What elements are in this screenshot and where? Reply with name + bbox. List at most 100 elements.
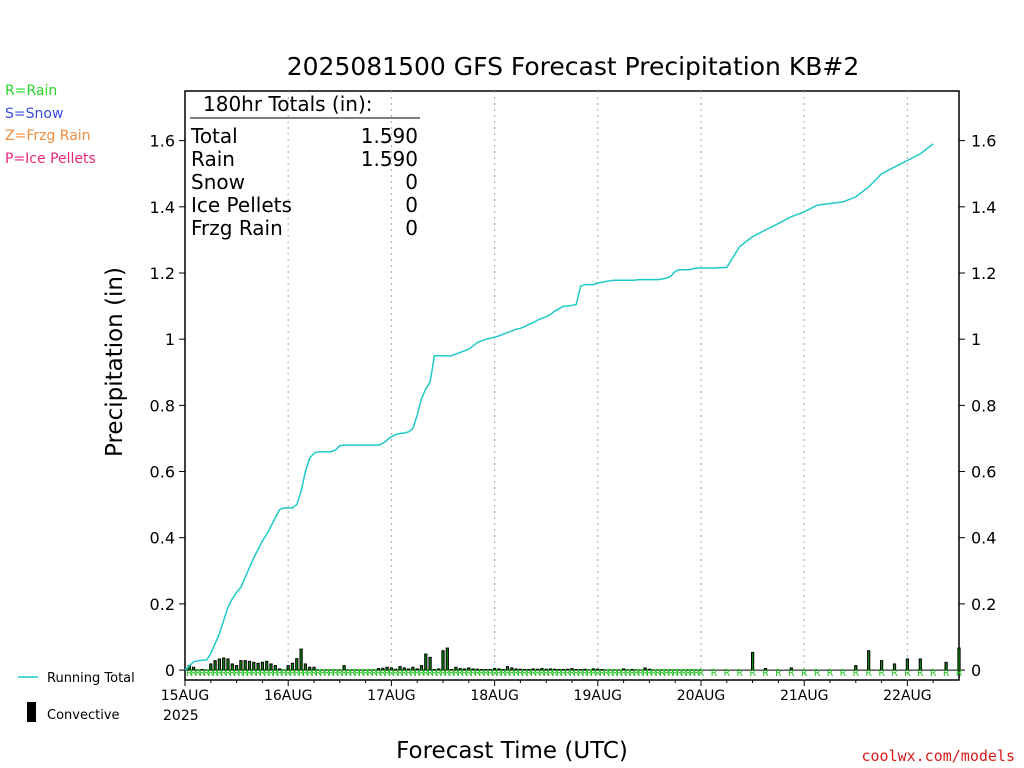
y-tick-label-left: 1.2 — [150, 264, 175, 283]
ptype-marker: R — [255, 668, 262, 679]
ptype-marker: R — [879, 668, 886, 679]
convective-bar — [544, 668, 548, 671]
x-tick-label: 21AUG — [780, 688, 829, 704]
ptype-marker: R — [492, 668, 499, 679]
ptype-marker: R — [328, 668, 335, 679]
watermark: coolwx.com/models — [861, 747, 1015, 765]
convective-bar-fill — [764, 669, 767, 671]
convective-bar-fill — [261, 662, 264, 671]
convective-bar-fill — [468, 668, 470, 671]
convective-bar — [514, 668, 518, 671]
ptype-marker: R — [195, 668, 202, 679]
convective-bar-fill — [442, 651, 444, 671]
convective-bar — [488, 669, 492, 671]
x-tick-label: 20AUG — [677, 688, 726, 704]
totals-label-rain: Rain — [191, 147, 235, 171]
ptype-marker: R — [393, 668, 400, 679]
ptype-marker: R — [737, 668, 744, 679]
ptype-marker: R — [251, 668, 258, 679]
convective-bar-fill — [343, 666, 345, 671]
ptype-marker: R — [664, 668, 671, 679]
convective-bar — [480, 669, 484, 671]
convective-bar — [553, 668, 557, 671]
ptype-marker: R — [307, 668, 314, 679]
ptype-marker: R — [608, 668, 615, 679]
convective-bar-fill — [382, 668, 384, 671]
ptype-marker: R — [229, 668, 236, 679]
ptype-marker: R — [612, 668, 619, 679]
ptype-marker: R — [853, 668, 860, 679]
y-tick-label-left: 0.8 — [150, 396, 175, 415]
ptype-marker: R — [560, 668, 567, 679]
totals-value-total: 1.590 — [361, 124, 418, 148]
convective-bar-fill — [304, 664, 307, 671]
convective-bar-fill — [438, 669, 440, 671]
convective-bar-fill — [313, 667, 315, 671]
ptype-marker: R — [388, 668, 395, 679]
ptype-marker: R — [646, 668, 653, 679]
y-tick-label-right: 1 — [971, 330, 981, 349]
convective-bar-fill — [571, 669, 573, 671]
ptype-marker: R — [216, 668, 223, 679]
convective-bar-fill — [592, 669, 595, 671]
ptype-marker: R — [337, 668, 344, 679]
convective-bar — [406, 668, 411, 671]
gridlines — [185, 91, 959, 680]
convective-bar-fill — [188, 666, 190, 671]
ptype-marker: R — [191, 668, 198, 679]
ptype-marker: R — [625, 668, 632, 679]
convective-bar-fill — [790, 668, 792, 671]
ptype-marker: R — [573, 668, 580, 679]
ptype-marker: R — [367, 668, 374, 679]
ptype-marker: R — [294, 668, 301, 679]
ptype-marker: R — [199, 668, 206, 679]
convective-bar-fill — [270, 664, 272, 671]
x-axis: 15AUG 16AUG 17AUG 18AUG 19AUG 20AUG 21AUG 22AUG — [161, 680, 934, 704]
convective-bar — [475, 668, 480, 671]
ptype-marker: R — [530, 668, 537, 679]
ptype-marker: R — [289, 668, 296, 679]
ptype-marker: R — [221, 668, 228, 679]
x-tick-label: 19AUG — [574, 688, 623, 704]
ptype-marker: R — [444, 668, 451, 679]
convective-bar-fill — [644, 668, 646, 671]
ptype-marker: R — [616, 668, 623, 679]
ptype-marker: R — [354, 668, 361, 679]
convective-bar-fill — [622, 669, 625, 671]
ptype-marker: R — [410, 668, 417, 679]
ptype-marker: R — [208, 668, 215, 679]
ptype-marker: R — [324, 668, 331, 679]
convective-bar-fill — [390, 668, 393, 671]
ptype-marker: R — [500, 668, 507, 679]
ptype-marker: R — [234, 668, 241, 679]
ptype-marker: R — [418, 668, 425, 679]
ptype-marker: R — [590, 668, 597, 679]
ptype-marker: R — [578, 668, 585, 679]
ptype-marker: R — [238, 668, 245, 679]
x-tick-label: 15AUG — [161, 688, 210, 704]
convective-bar — [527, 669, 531, 671]
convective-bar — [578, 669, 583, 671]
ptype-marker: R — [371, 668, 378, 679]
convective-bar-fill — [549, 669, 552, 671]
ptype-marker: R — [272, 668, 279, 679]
convective-bar — [277, 668, 282, 671]
ptype-marker: R — [930, 668, 937, 679]
convective-bar-fill — [416, 669, 418, 671]
y-axis: 0 00.2 0.20.4 0.40.6 0.60.8 0.81 11.2 1.21.4 1.4… — [150, 132, 997, 680]
ptype-marker: R — [599, 668, 606, 679]
y-tick-label-left: 0.4 — [150, 529, 175, 548]
ptype-marker: R — [547, 668, 554, 679]
ptype-marker: R — [461, 668, 468, 679]
ptype-marker: R — [668, 668, 675, 679]
convective-bar-fill — [257, 663, 259, 671]
convective-bar-fill — [278, 669, 281, 671]
y-tick-label-right: 1.2 — [971, 264, 996, 283]
ptype-marker: R — [363, 668, 370, 679]
ptype-marker: R — [320, 668, 327, 679]
ptype-marker: R — [466, 668, 473, 679]
convective-bar-fill — [287, 666, 289, 671]
ptype-marker: R — [483, 668, 490, 679]
convective-swatch — [27, 702, 36, 722]
convective-bar-fill — [506, 667, 509, 671]
